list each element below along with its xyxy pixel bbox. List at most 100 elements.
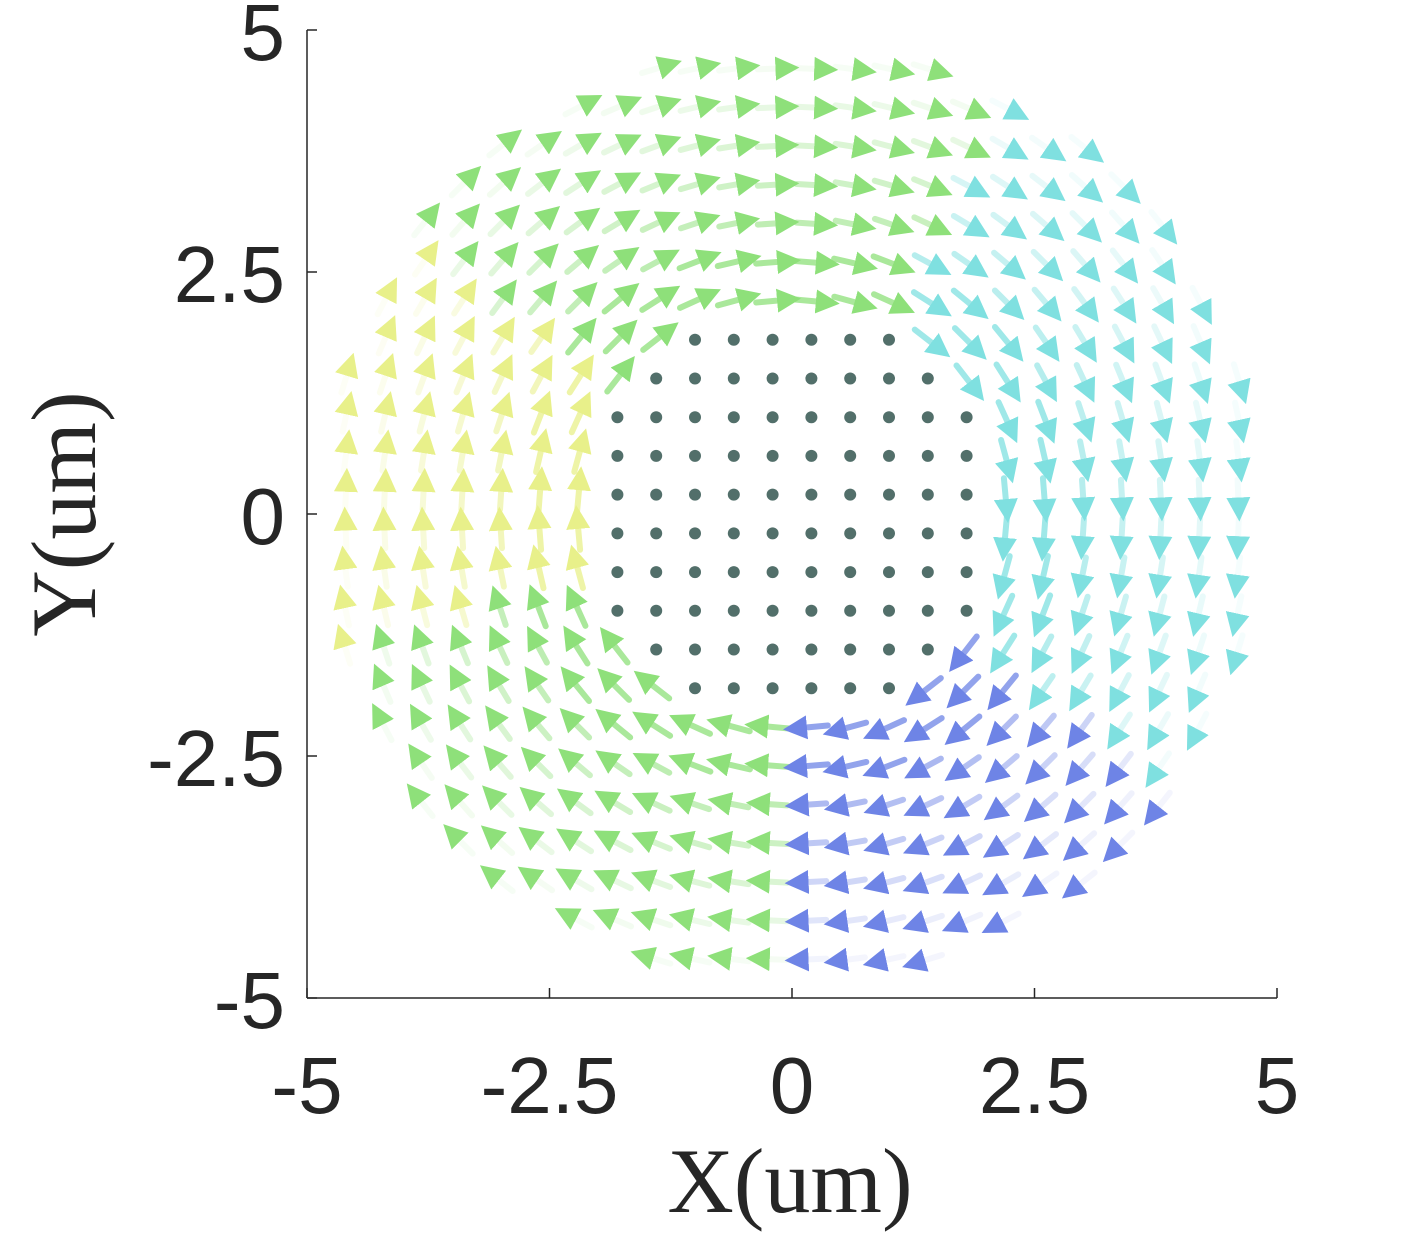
vector-dot	[727, 604, 740, 617]
vector-arrow	[862, 948, 907, 972]
vector-arrow	[639, 56, 682, 80]
vector-arrow	[676, 288, 721, 311]
vector-arrow	[411, 584, 435, 629]
vector-arrow	[522, 706, 553, 742]
vector-arrow	[707, 908, 752, 933]
vector-arrow	[490, 316, 515, 356]
vector-arrow	[744, 714, 793, 739]
vector-arrow	[793, 134, 839, 159]
vector-arrow	[942, 833, 983, 856]
vector-arrow	[479, 865, 516, 895]
vector-arrow	[911, 213, 953, 236]
vector-dot	[766, 527, 779, 540]
vector-dot	[844, 411, 857, 424]
vector-arrow	[1187, 671, 1210, 713]
vector-arrow	[753, 250, 802, 274]
vector-arrow	[1062, 830, 1098, 861]
vector-arrow	[411, 467, 436, 513]
vector-arrow	[488, 242, 519, 277]
vector-arrow	[333, 623, 357, 667]
vector-arrow	[593, 830, 634, 854]
vector-arrow	[870, 291, 915, 314]
vector-arrow	[1148, 593, 1172, 637]
vector-arrow	[562, 94, 603, 118]
vector-dot	[805, 333, 818, 346]
vector-arrow	[449, 585, 473, 629]
vector-dot	[766, 682, 779, 695]
vector-arrow	[1189, 284, 1212, 325]
vector-arrow	[1102, 829, 1136, 863]
vector-arrow	[565, 544, 589, 591]
vector-dot	[844, 566, 857, 579]
vector-dot	[921, 449, 934, 462]
vector-arrow	[489, 279, 517, 317]
vector-arrow	[1070, 515, 1095, 561]
vector-dot	[611, 527, 624, 540]
vector-arrow	[863, 717, 908, 740]
vector-arrow	[990, 632, 1018, 674]
vector-arrow	[1148, 554, 1173, 599]
vector-arrow	[870, 252, 916, 276]
vector-arrow	[1227, 399, 1251, 444]
vector-arrow	[1069, 210, 1102, 243]
vector-arrow	[1110, 285, 1137, 324]
vector-dot	[844, 643, 857, 656]
vector-arrow	[668, 946, 713, 971]
vector-arrow	[910, 289, 952, 317]
vector-arrow	[1148, 632, 1171, 675]
vector-arrow	[411, 429, 436, 474]
vector-arrow	[1187, 515, 1212, 561]
vector-dot	[883, 333, 895, 346]
vector-dot	[883, 411, 895, 424]
vector-arrow	[560, 666, 593, 705]
vector-arrow	[1070, 248, 1101, 283]
vector-arrow	[1031, 286, 1062, 322]
vector-arrow	[950, 287, 989, 320]
vector-dot	[921, 604, 934, 617]
vector-arrow	[1025, 752, 1058, 785]
vector-dot	[689, 527, 701, 540]
vector-arrow	[949, 633, 980, 673]
vector-arrow	[639, 95, 682, 118]
vector-arrow	[488, 625, 511, 666]
vector-arrow	[604, 355, 635, 395]
vector-arrow	[1226, 438, 1251, 483]
vector-arrow	[374, 315, 397, 357]
vector-dot	[883, 449, 895, 462]
vector-arrow	[567, 466, 591, 515]
vector-arrow	[450, 467, 475, 513]
vector-dot	[805, 411, 818, 424]
vector-arrow	[862, 909, 907, 933]
vector-arrow	[525, 206, 561, 237]
vector-arrow	[987, 672, 1019, 711]
vector-arrow	[333, 506, 358, 552]
vector-arrow	[1109, 672, 1132, 712]
vector-arrow	[412, 277, 437, 317]
vector-arrow	[488, 545, 513, 590]
vector-arrow	[745, 869, 791, 894]
vector-arrow	[714, 288, 762, 312]
vector-arrow	[1033, 436, 1057, 484]
vector-dot	[960, 411, 973, 424]
vector-arrow	[564, 244, 600, 275]
vector-arrow	[565, 317, 597, 356]
vector-arrow	[677, 56, 722, 80]
vector-arrow	[1064, 790, 1097, 824]
vector-arrow	[745, 792, 791, 817]
vector-arrow	[1068, 133, 1105, 163]
vector-arrow	[372, 506, 397, 552]
vector-arrow	[707, 830, 752, 855]
vector-arrow	[1149, 438, 1173, 483]
vector-arrow	[1148, 671, 1171, 713]
vector-dot	[689, 488, 701, 501]
vector-arrow	[863, 793, 907, 817]
vector-arrow	[1187, 476, 1212, 522]
vector-arrow	[486, 129, 523, 159]
vector-arrow	[1109, 515, 1134, 561]
ticks: -5 -2.5 0 2.5 5 -5 -2.5 0 2.5 5	[147, 0, 1299, 1130]
vector-arrow	[411, 506, 436, 552]
vector-arrow	[911, 252, 952, 276]
vector-arrow	[1061, 869, 1098, 899]
vector-arrow	[524, 131, 562, 158]
vector-arrow	[1028, 673, 1056, 711]
